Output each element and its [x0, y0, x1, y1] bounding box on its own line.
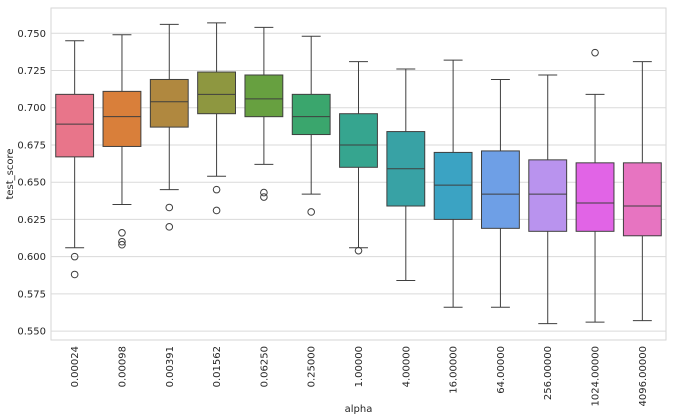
outlier-point: [118, 237, 126, 246]
x-tick-label: 64.00000: [496, 346, 507, 394]
box-iqr: [622, 162, 662, 237]
box-iqr: [244, 74, 284, 118]
y-tick-label: 0.725: [17, 66, 46, 77]
outlier-point: [354, 246, 363, 255]
y-axis-ticks: 0.550 0.575 0.600 0.625 0.650 0.675 0.700 0.725…: [17, 29, 46, 338]
y-tick-label: 0.750: [17, 29, 46, 40]
box-iqr: [481, 150, 520, 229]
outlier-point: [165, 223, 174, 231]
x-tick-label: 0.00098: [117, 346, 128, 387]
outlier-point: [212, 185, 221, 194]
x-tick-label: 0.01562: [212, 346, 223, 387]
x-tick-label: 1024.00000: [591, 346, 602, 406]
x-axis-ticks: 0.00024 0.00098 0.00391 0.01562 0.06250 0.250…: [70, 346, 649, 406]
box-0.25000: [291, 35, 331, 216]
outlier-point: [591, 48, 599, 57]
box-iqr: [339, 113, 378, 168]
y-tick-label: 0.700: [17, 103, 46, 114]
outlier-point: [118, 229, 126, 237]
box-iqr: [528, 159, 568, 232]
y-tick-label: 0.600: [17, 252, 46, 263]
y-tick-label: 0.675: [17, 140, 46, 151]
box-0.01562: [197, 22, 236, 215]
box-256.00000: [528, 74, 568, 325]
outlier-point: [212, 206, 221, 215]
box-64.00000: [481, 78, 520, 308]
y-tick-label: 0.625: [17, 215, 46, 226]
box-iqr: [433, 151, 473, 220]
box-16.00000: [433, 59, 473, 308]
x-tick-label: 4.00000: [401, 346, 412, 387]
outlier-point: [165, 203, 174, 212]
outlier-point: [70, 270, 79, 279]
outlier-point: [260, 193, 268, 201]
x-tick-label: 4096.00000: [638, 346, 649, 406]
box-0.06250: [244, 26, 284, 201]
x-tick-label: 0.06250: [259, 346, 270, 387]
y-tick-label: 0.650: [17, 178, 46, 189]
y-tick-label: 0.550: [17, 327, 46, 338]
box-iqr: [291, 93, 331, 136]
x-tick-label: 0.00391: [165, 346, 176, 387]
box-1.00000: [339, 61, 378, 255]
outlier-point: [307, 208, 315, 216]
box-iqr: [149, 78, 189, 128]
x-tick-label: 16.00000: [449, 346, 460, 394]
outlier-point: [260, 188, 268, 197]
x-axis-label: alpha: [345, 404, 373, 415]
y-axis-label: test_score: [5, 148, 16, 199]
box-4.00000: [386, 68, 426, 281]
x-tick-label: 0.25000: [307, 346, 318, 387]
box-1024.00000: [575, 48, 615, 323]
box-iqr: [55, 93, 95, 158]
box-iqr: [102, 90, 142, 147]
x-tick-label: 1.00000: [354, 346, 365, 387]
box-4096.00000: [622, 61, 662, 322]
y-tick-label: 0.575: [17, 289, 46, 300]
box-iqr: [197, 71, 236, 115]
box-0.00391: [149, 23, 189, 231]
outlier-point: [70, 252, 79, 261]
box-0.00098: [102, 34, 142, 249]
box-0.00024: [55, 40, 95, 279]
outlier-point: [118, 240, 126, 249]
x-tick-label: 0.00024: [70, 346, 81, 387]
x-tick-label: 256.00000: [543, 346, 554, 400]
box-iqr: [575, 162, 615, 232]
boxes-group: [55, 22, 662, 325]
